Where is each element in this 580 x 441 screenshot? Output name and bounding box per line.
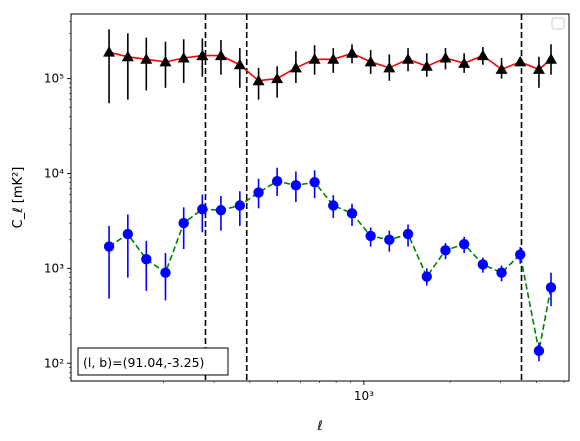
data-point-circle [160, 267, 171, 278]
data-point-triangle [364, 55, 377, 67]
data-point-circle [122, 228, 134, 240]
data-point-circle [477, 259, 489, 270]
y-tick-label: 10⁵ [44, 72, 64, 86]
x-axis-label: ℓ [316, 419, 322, 434]
data-point-triangle [458, 57, 471, 68]
data-point-triangle [545, 53, 558, 64]
data-point-triangle [252, 74, 265, 86]
data-point-triangle [177, 51, 190, 63]
data-point-circle [365, 230, 376, 242]
data-point-circle [421, 271, 432, 282]
data-point-circle [545, 282, 557, 293]
data-point-circle [141, 253, 152, 265]
plot-frame [70, 13, 570, 382]
data-point-triangle [383, 61, 396, 73]
data-point-circle [440, 245, 451, 256]
annotation-box [77, 347, 229, 376]
data-point-triangle [439, 51, 452, 63]
data-point-circle [103, 241, 115, 252]
data-point-circle [271, 175, 283, 187]
data-point-triangle [233, 58, 246, 70]
data-point-triangle [476, 49, 489, 61]
data-point-circle [253, 187, 264, 198]
y-tick-label: 10³ [44, 261, 64, 275]
legend-box [551, 17, 565, 30]
vertical-lines [204, 14, 523, 381]
series-layer [103, 29, 558, 362]
data-point-triangle [159, 55, 172, 67]
data-point-triangle [271, 72, 284, 84]
data-point-circle [533, 345, 545, 357]
data-point-circle [309, 176, 320, 188]
data-point-triangle [308, 53, 321, 64]
series-2 [103, 167, 557, 362]
data-point-triangle [214, 49, 227, 61]
data-point-triangle [514, 55, 527, 67]
data-point-circle [346, 208, 358, 219]
data-point-triangle [532, 63, 545, 74]
data-point-triangle [140, 53, 153, 64]
data-point-circle [515, 249, 526, 260]
data-point-triangle [402, 53, 415, 64]
data-point-circle [402, 228, 414, 240]
x-tick-label: 10³ [354, 389, 374, 403]
tick-layer: 10² 10³ 10⁴ 10⁵ 10³ [44, 21, 565, 403]
data-point-triangle [121, 50, 134, 62]
y-tick-label: 10⁴ [44, 167, 64, 181]
data-point-triangle [103, 46, 116, 57]
data-point-triangle [495, 63, 508, 74]
y-axis-label: C_ℓ [mK²] [11, 167, 26, 229]
data-point-circle [234, 200, 246, 211]
y-tick-label: 10² [44, 356, 64, 370]
data-point-circle [197, 204, 208, 215]
data-point-circle [496, 267, 507, 278]
data-point-circle [290, 180, 302, 191]
data-point-circle [384, 234, 395, 246]
data-point-triangle [327, 53, 340, 64]
data-point-circle [178, 217, 189, 229]
data-point-triangle [346, 47, 359, 58]
series-1 [103, 29, 558, 104]
data-point-triangle [196, 49, 209, 61]
annotation-text: (l, b)=(91.04,-3.25) [83, 355, 204, 370]
data-point-triangle [289, 61, 302, 73]
data-point-triangle [420, 60, 433, 71]
data-point-circle [328, 200, 339, 211]
data-point-circle [215, 205, 227, 216]
data-point-circle [458, 238, 470, 250]
